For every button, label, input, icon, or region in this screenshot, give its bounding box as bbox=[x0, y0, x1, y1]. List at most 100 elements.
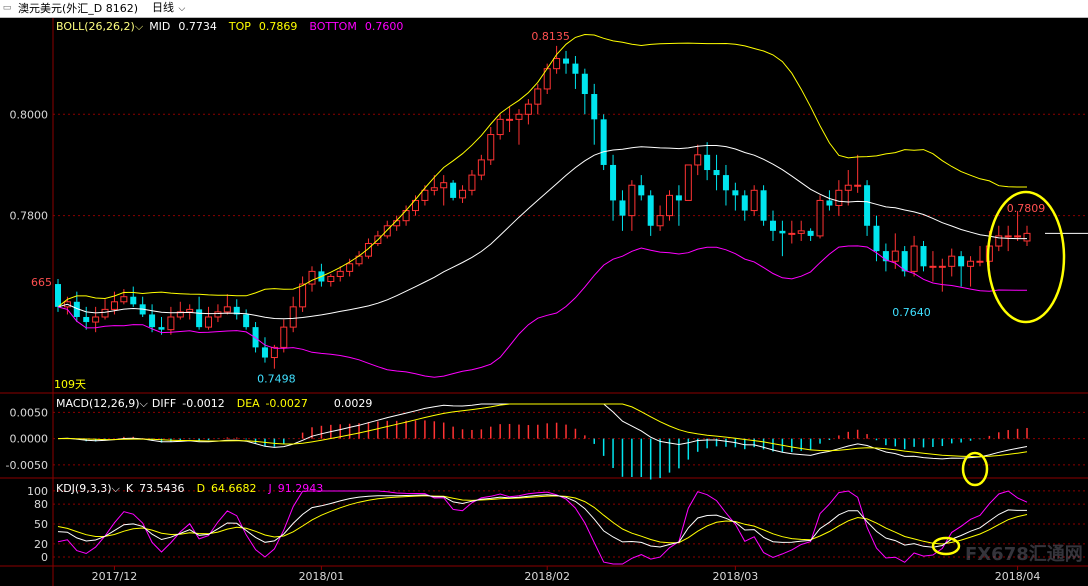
boll-mid-label: MID bbox=[149, 20, 170, 33]
price-partial-label: 665 bbox=[31, 276, 52, 289]
candle-body bbox=[910, 245, 918, 272]
kdj-d-value: 64.6682 bbox=[211, 482, 257, 495]
kdj-k-line bbox=[57, 494, 1027, 548]
candle-body bbox=[581, 73, 588, 95]
candle-body bbox=[732, 190, 739, 196]
macd-legend: MACD(12,26,9)⌵ DIFF -0.0012 DEA -0.0027 0.002… bbox=[56, 397, 372, 410]
candle-body bbox=[243, 314, 250, 328]
candle-body bbox=[261, 347, 268, 358]
candle-body bbox=[929, 265, 937, 268]
boll-mid-value: 0.7734 bbox=[178, 20, 217, 33]
candle-body bbox=[553, 58, 561, 70]
candle-body bbox=[873, 225, 880, 252]
boll-top-line bbox=[57, 33, 1027, 308]
candle-body bbox=[563, 58, 570, 64]
candle-body bbox=[252, 327, 259, 348]
candle-body bbox=[600, 119, 607, 165]
macd-label: MACD(12,26,9) bbox=[56, 397, 140, 410]
chart-frame bbox=[0, 18, 1088, 586]
kdj-d-label: D bbox=[197, 482, 205, 495]
kdj-j-line bbox=[57, 490, 1028, 565]
boll-label: BOLL(26,26,2) bbox=[56, 20, 135, 33]
period-label: 日线 bbox=[152, 1, 175, 14]
candle-body bbox=[214, 311, 222, 318]
candle-body bbox=[656, 215, 664, 227]
candle-body bbox=[722, 175, 729, 191]
candle-body bbox=[270, 346, 278, 359]
candle-body bbox=[233, 306, 240, 315]
candle-body bbox=[844, 184, 852, 191]
kdj-j-label: J bbox=[268, 482, 272, 495]
candle-body bbox=[411, 199, 419, 212]
candle-body bbox=[854, 184, 862, 187]
candle-body bbox=[704, 154, 711, 171]
highlight-marks: FX678汇通网 bbox=[931, 190, 1083, 565]
candle-body bbox=[826, 200, 833, 206]
candlestick-series bbox=[55, 45, 1031, 369]
candle-body bbox=[901, 251, 908, 272]
candle-body bbox=[769, 220, 776, 231]
candle-body bbox=[610, 164, 617, 201]
kdj-legend: KDJ(9,3,3)⌵ K 73.5436 D 64.6682 J 91.2943 bbox=[56, 482, 323, 495]
candle-body bbox=[534, 88, 542, 105]
period-selector[interactable]: 日线 ⌵ bbox=[152, 0, 185, 18]
watermark-text: FX678汇通网 bbox=[965, 544, 1083, 565]
kdj-tick-label: 50 bbox=[34, 518, 48, 531]
macd-diff-value: -0.0012 bbox=[182, 397, 224, 410]
macd-tick-label: 0.0050 bbox=[10, 406, 49, 419]
candle-body bbox=[788, 232, 796, 235]
x-tick-label: 2018/03 bbox=[713, 570, 759, 583]
candle-body bbox=[882, 251, 889, 262]
boll-bottom-line bbox=[57, 245, 1027, 378]
chevron-down-icon: ⌵ bbox=[140, 397, 149, 410]
candle-body bbox=[995, 235, 1003, 247]
candle-body bbox=[675, 195, 682, 201]
candle-body bbox=[299, 283, 307, 308]
candle-body bbox=[450, 182, 457, 198]
kdj-tick-label: 0 bbox=[41, 551, 48, 564]
candle-body bbox=[958, 256, 965, 267]
candle-body bbox=[130, 296, 137, 305]
candle-body bbox=[205, 316, 213, 328]
candle-body bbox=[779, 230, 786, 234]
candle-body bbox=[920, 246, 927, 267]
x-tick-label: 2017/12 bbox=[92, 570, 138, 583]
candle-body bbox=[506, 118, 514, 121]
window-title: 澳元美元(外汇_D 8162) bbox=[18, 2, 139, 15]
candle-body bbox=[430, 187, 438, 191]
candle-body bbox=[327, 275, 335, 283]
candle-body bbox=[666, 194, 674, 217]
x-tick-label: 2018/02 bbox=[524, 570, 570, 583]
candle-body bbox=[83, 316, 90, 323]
candle-body bbox=[694, 154, 702, 166]
candle-body bbox=[864, 185, 871, 226]
candle-body bbox=[967, 260, 975, 267]
chevron-down-icon: ⌵ bbox=[135, 20, 144, 33]
candle-body bbox=[101, 308, 109, 318]
candle-body bbox=[149, 314, 156, 328]
candle-body bbox=[1014, 235, 1022, 238]
kdj-label: KDJ(9,3,3) bbox=[56, 482, 112, 495]
candle-body bbox=[976, 260, 984, 263]
candle-body bbox=[684, 164, 692, 201]
candle-body bbox=[938, 265, 946, 268]
boll-top-value: 0.7869 bbox=[259, 20, 298, 33]
kdj-tick-label: 100 bbox=[27, 485, 48, 498]
kdj-d-line bbox=[57, 495, 1028, 545]
collapse-icon[interactable]: ▭ bbox=[2, 3, 12, 13]
candle-body bbox=[797, 230, 805, 234]
candle-body bbox=[421, 189, 429, 201]
candle-body bbox=[167, 316, 175, 331]
boll-bottom-label: BOTTOM bbox=[309, 20, 356, 33]
chevron-down-icon: ⌵ bbox=[178, 4, 186, 14]
macd-panel bbox=[57, 403, 1028, 480]
candle-body bbox=[524, 103, 532, 115]
chart-grid bbox=[53, 113, 1088, 558]
kdj-panel bbox=[57, 490, 1028, 565]
candle-body bbox=[364, 243, 372, 257]
candle-body bbox=[572, 63, 579, 74]
candle-body bbox=[477, 159, 485, 176]
candle-body bbox=[750, 189, 758, 212]
